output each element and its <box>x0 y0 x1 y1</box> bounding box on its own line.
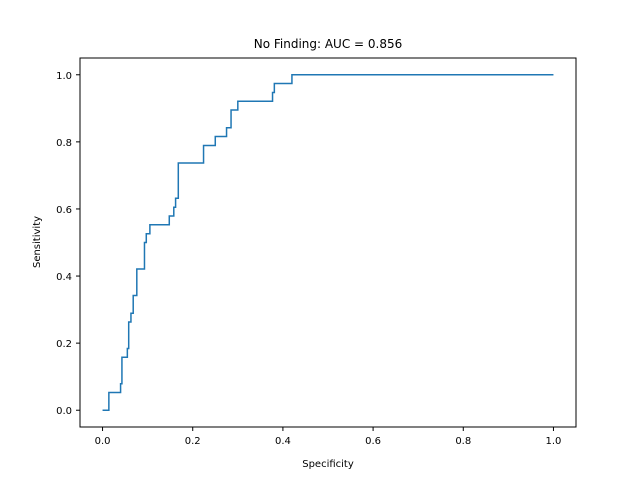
roc-curve <box>102 74 554 411</box>
x-tick-label: 1.0 <box>546 436 562 447</box>
x-tick-label: 0.6 <box>365 436 381 447</box>
x-tick-label: 0.8 <box>455 436 471 447</box>
y-axis-label: Sensitivity <box>32 216 43 268</box>
chart-title: No Finding: AUC = 0.856 <box>254 37 403 51</box>
x-tick-label: 0.2 <box>185 436 201 447</box>
y-tick-label: 0.6 <box>56 205 72 216</box>
y-tick-label: 0.4 <box>56 272 72 283</box>
x-axis-label: Specificity <box>302 459 354 470</box>
y-tick-label: 0.0 <box>56 406 72 417</box>
y-tick-label: 0.8 <box>56 138 72 149</box>
x-tick-label: 0.4 <box>275 436 291 447</box>
y-tick-label: 0.2 <box>56 339 72 350</box>
y-axis: 0.0 0.2 0.4 0.6 0.8 1.0 <box>56 71 80 417</box>
x-axis: 0.0 0.2 0.4 0.6 0.8 1.0 <box>95 427 562 447</box>
x-tick-label: 0.0 <box>95 436 111 447</box>
y-tick-label: 1.0 <box>56 71 72 82</box>
plot-frame <box>79 57 577 428</box>
